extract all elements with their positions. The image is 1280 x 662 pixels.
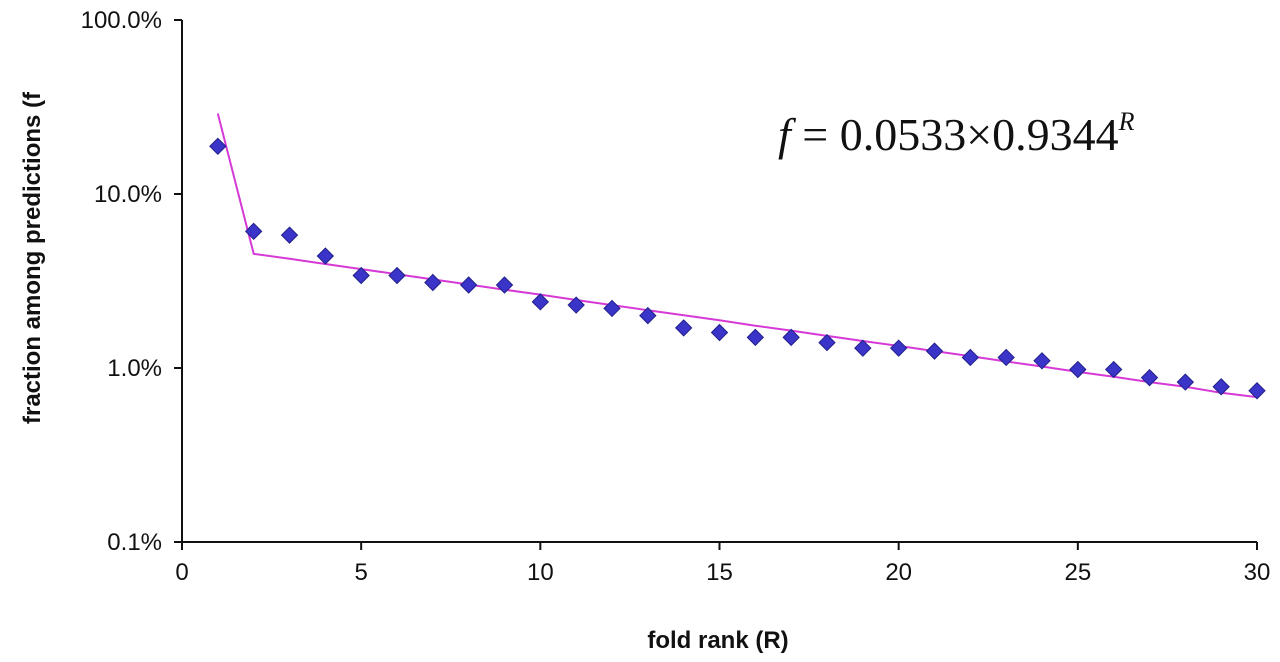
data-point xyxy=(531,293,550,311)
data-point xyxy=(746,328,765,347)
y-axis-ticks: 0.1% 1.0% 10.0% 100.0% xyxy=(81,7,182,556)
data-point xyxy=(209,137,227,156)
data-point xyxy=(1140,368,1159,387)
y-tick-label: 10.0% xyxy=(94,181,162,208)
y-tick-label: 0.1% xyxy=(107,529,162,556)
x-tick-label: 25 xyxy=(1064,559,1091,586)
y-tick-label: 1.0% xyxy=(107,355,162,382)
x-axis-ticks: 0 5 10 15 20 25 30 xyxy=(175,542,1270,586)
data-point xyxy=(244,222,263,241)
data-point xyxy=(925,342,944,360)
x-tick-label: 30 xyxy=(1244,559,1271,586)
axes xyxy=(181,20,1257,543)
x-tick-label: 20 xyxy=(885,559,912,586)
data-point xyxy=(603,299,621,318)
formula-body: = 0.0533×0.9344 xyxy=(791,109,1119,160)
data-point xyxy=(1212,378,1230,396)
data-point xyxy=(1176,373,1195,391)
data-point xyxy=(1069,360,1087,379)
data-point xyxy=(1104,360,1123,379)
x-tick-label: 5 xyxy=(354,559,367,586)
data-point xyxy=(961,348,980,367)
data-point xyxy=(280,226,299,244)
x-axis-title: fold rank (R) xyxy=(647,627,788,654)
data-point xyxy=(710,323,729,342)
data-point xyxy=(567,296,585,314)
data-point xyxy=(1033,352,1051,370)
formula-annotation: f = 0.0533×0.9344R xyxy=(778,107,1135,160)
data-point xyxy=(818,333,836,352)
data-point xyxy=(997,348,1015,367)
data-point xyxy=(782,328,800,347)
data-point xyxy=(316,247,335,265)
data-point xyxy=(459,276,478,294)
y-axis-title: fraction among predictions (f xyxy=(19,91,46,424)
data-points xyxy=(209,137,1266,400)
x-tick-label: 0 xyxy=(175,559,188,586)
data-point xyxy=(674,319,693,337)
data-point xyxy=(889,339,908,357)
x-tick-label: 10 xyxy=(527,559,554,586)
data-point xyxy=(854,339,872,357)
x-tick-label: 15 xyxy=(706,559,733,586)
data-point xyxy=(424,273,442,292)
data-point xyxy=(1248,382,1266,400)
data-point xyxy=(639,306,657,325)
data-point xyxy=(352,266,370,285)
data-point xyxy=(388,266,406,285)
data-point xyxy=(495,276,514,294)
formula-exponent: R xyxy=(1118,107,1135,136)
y-tick-label: 100.0% xyxy=(81,7,162,34)
